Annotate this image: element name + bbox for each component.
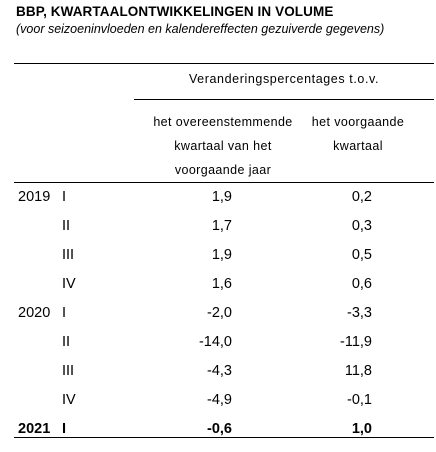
value-qoq-cell: 1,0	[351, 421, 372, 437]
table-row: IV 1,6 0,6	[0, 270, 436, 299]
quarter-cell: II	[62, 334, 71, 350]
value-qoq-cell: -3,3	[347, 305, 372, 321]
quarter-cell: III	[62, 247, 75, 263]
quarter-cell: I	[62, 189, 67, 205]
value-qoq-cell: 0,5	[351, 247, 372, 263]
table-row: II 1,7 0,3	[0, 212, 436, 241]
header-rule	[134, 99, 434, 100]
column-header-previous-year: het overeenstemmende kwartaal van het vo…	[153, 115, 293, 177]
value-qoq-cell: -0,1	[347, 392, 372, 408]
table-row: 2021 I -0,6 1,0	[0, 415, 436, 444]
quarter-cell: III	[62, 363, 75, 379]
value-qoq-cell: 0,6	[351, 276, 372, 292]
bottom-rule	[14, 437, 434, 438]
table-title: BBP, KWARTAALONTWIKKELINGEN IN VOLUME	[16, 4, 334, 19]
value-yoy-cell: 1,6	[211, 276, 232, 292]
header-main: Veranderingspercentages t.o.v.	[188, 72, 380, 86]
value-yoy-cell: 1,7	[211, 218, 232, 234]
value-yoy-cell: -4,9	[207, 392, 232, 408]
value-yoy-cell: -0,6	[207, 421, 232, 437]
table-row: IV -4,9 -0,1	[0, 386, 436, 415]
value-yoy-cell: -14,0	[198, 334, 232, 350]
table-row: III -4,3 11,8	[0, 357, 436, 386]
table-subtitle: (voor seizoeninvloeden en kalendereffect…	[16, 22, 385, 36]
table-row: II -14,0 -11,9	[0, 328, 436, 357]
value-qoq-cell: -11,9	[340, 334, 372, 350]
quarter-cell: I	[62, 305, 67, 321]
table-row: 2019 I 1,9 0,2	[0, 183, 436, 212]
quarter-cell: I	[62, 421, 67, 437]
quarter-cell: IV	[62, 276, 76, 292]
value-yoy-cell: -2,0	[207, 305, 232, 321]
value-qoq-cell: 0,2	[351, 189, 372, 205]
top-rule	[14, 63, 434, 64]
year-cell: 2020	[18, 305, 51, 321]
value-yoy-cell: -4,3	[207, 363, 232, 379]
quarter-cell: II	[62, 218, 71, 234]
year-cell: 2021	[18, 421, 51, 437]
column-header-previous-quarter: het voorgaande kwartaal	[311, 115, 405, 153]
value-qoq-cell: 0,3	[351, 218, 372, 234]
value-yoy-cell: 1,9	[211, 189, 232, 205]
year-cell: 2019	[18, 189, 51, 205]
value-yoy-cell: 1,9	[211, 247, 232, 263]
header-bottom-rule	[14, 182, 434, 183]
table-row: 2020 I -2,0 -3,3	[0, 299, 436, 328]
quarter-cell: IV	[62, 392, 76, 408]
value-qoq-cell: 11,8	[344, 363, 372, 379]
table-row: III 1,9 0,5	[0, 241, 436, 270]
